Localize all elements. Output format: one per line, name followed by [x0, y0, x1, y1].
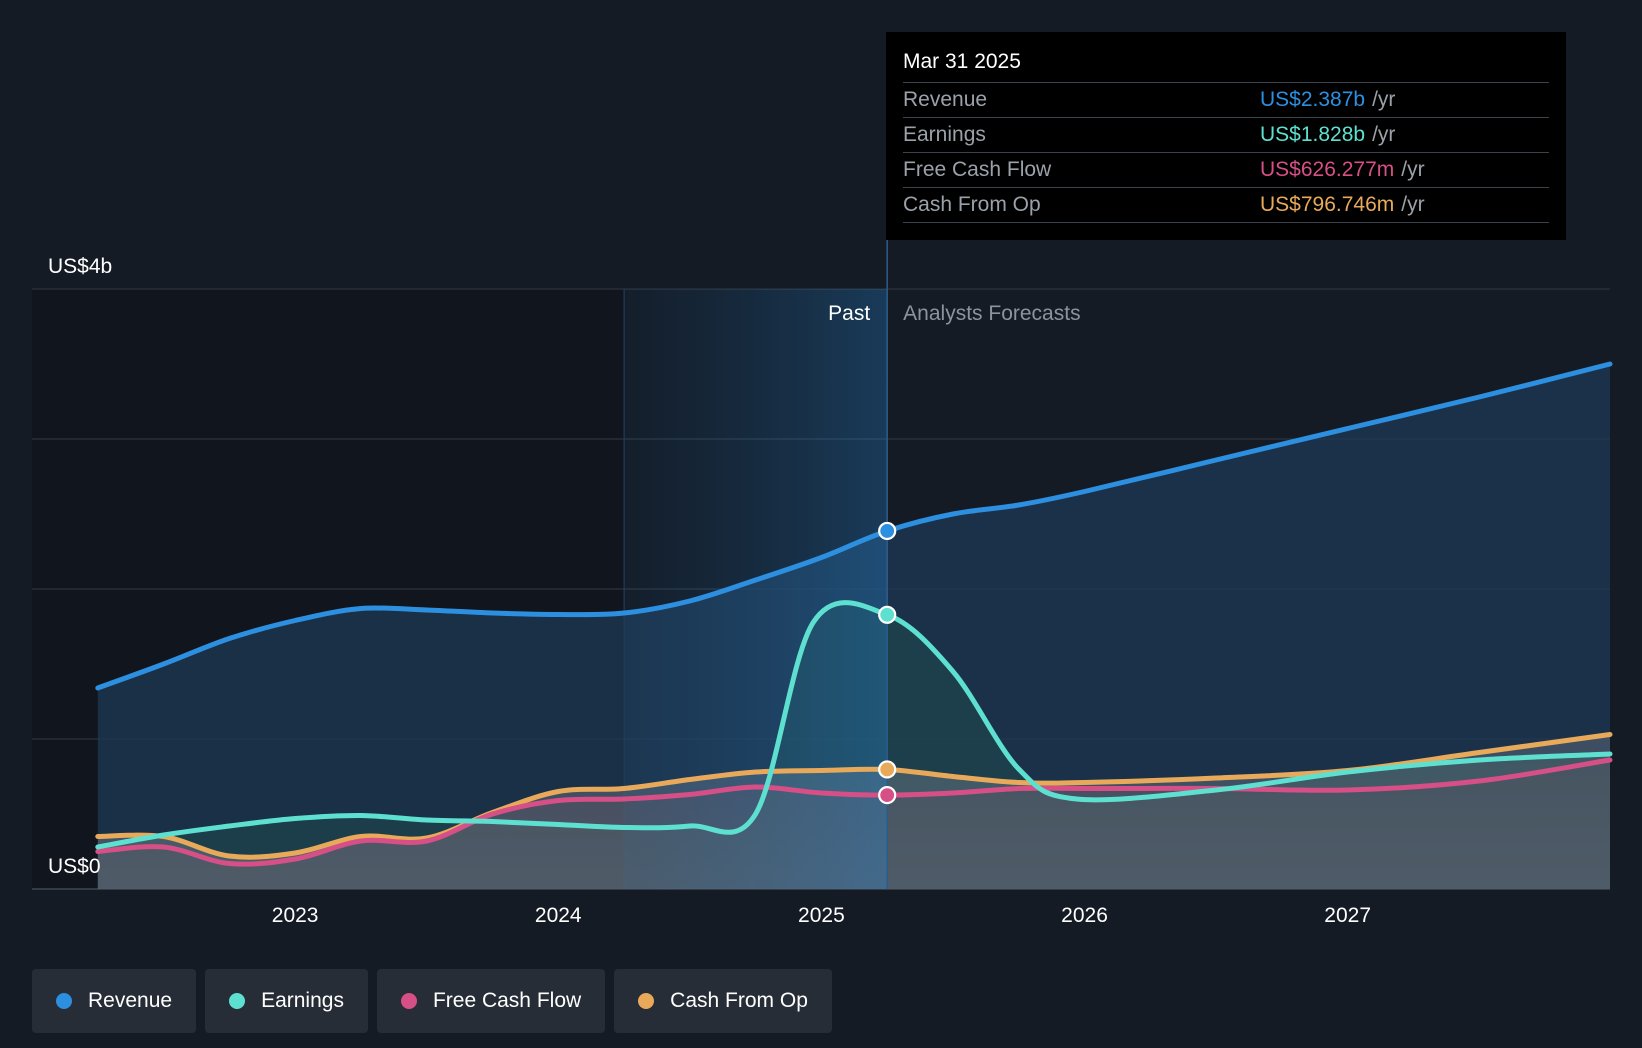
marker-cash-from-op [878, 760, 897, 779]
tooltip-value: US$626.277m [1260, 158, 1395, 181]
tooltip-label: Cash From Op [903, 193, 1041, 216]
forecast-label: Analysts Forecasts [903, 302, 1080, 325]
legend-label: Earnings [261, 989, 344, 1012]
tooltip-row-earnings: Earnings US$1.828b /yr [903, 117, 1549, 152]
tooltip-label: Earnings [903, 123, 986, 146]
tooltip-unit: /yr [1401, 158, 1425, 181]
earnings-dot-icon [229, 993, 246, 1009]
x-tick-label: 2026 [1061, 904, 1108, 927]
line-revenue [95, 361, 1613, 691]
marker-revenue [878, 521, 897, 541]
tooltip-row-free-cash-flow: Free Cash Flow US$626.277m /yr [903, 152, 1549, 187]
revenue-dot-icon [56, 993, 72, 1009]
y-axis-top-label: US$4b [48, 255, 112, 278]
tooltip-row-revenue: Revenue US$2.387b /yr [903, 82, 1549, 117]
tooltip-unit: /yr [1372, 123, 1396, 146]
legend-item-earnings[interactable]: Earnings [205, 969, 368, 1033]
legend-item-cash-from-op[interactable]: Cash From Op [614, 969, 832, 1033]
tooltip-value: US$796.746m [1260, 193, 1395, 216]
tooltip-unit: /yr [1401, 193, 1425, 216]
axis-labels: US$4b US$0 Past Analysts Forecasts 2023 2024 2… [48, 255, 1371, 927]
marker-earnings [878, 605, 897, 624]
free-cash-flow-dot-icon [400, 993, 417, 1009]
x-tick-label: 2023 [272, 904, 319, 927]
x-tick-label: 2027 [1324, 904, 1371, 927]
tooltip-unit: /yr [1372, 88, 1396, 111]
legend: Revenue Earnings Free Cash Flow Cash Fro… [32, 969, 841, 1033]
legend-item-revenue[interactable]: Revenue [32, 969, 197, 1033]
x-tick-label: 2024 [535, 904, 582, 927]
tooltip-date: Mar 31 2025 [903, 50, 1021, 73]
line-earnings [95, 600, 1613, 850]
marker-free-cash-flow [878, 785, 897, 805]
series-lines [95, 361, 1613, 867]
tooltip-label: Free Cash Flow [903, 158, 1052, 181]
tooltip-row-cash-from-op: Cash From Op US$796.746m /yr [903, 187, 1549, 223]
past-label: Past [828, 302, 870, 325]
legend-item-free-cash-flow[interactable]: Free Cash Flow [376, 969, 606, 1033]
tooltip: Mar 31 2025 Revenue US$2.387b /yr Earnin… [886, 32, 1566, 240]
cash-from-op-dot-icon [638, 993, 655, 1009]
line-cash-from-op [95, 732, 1613, 860]
legend-label: Cash From Op [670, 989, 808, 1012]
tooltip-value: US$2.387b [1260, 88, 1366, 111]
tooltip-value: US$1.828b [1260, 123, 1366, 146]
tooltip-label: Revenue [903, 88, 988, 111]
line-free-cash-flow [95, 757, 1613, 867]
legend-label: Revenue [88, 989, 173, 1012]
cursor-markers [878, 521, 897, 805]
y-axis-bottom-label: US$0 [48, 855, 101, 878]
x-tick-label: 2025 [798, 904, 845, 927]
legend-label: Free Cash Flow [432, 989, 582, 1012]
